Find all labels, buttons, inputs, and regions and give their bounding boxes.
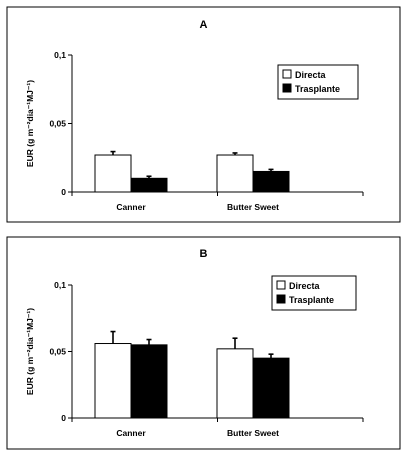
legend: Directa Trasplante <box>277 64 359 100</box>
bar-trasplante-butter-sweet <box>252 357 290 419</box>
bar-trasplante-butter-sweet <box>252 170 290 193</box>
legend-label: Directa <box>295 70 327 80</box>
x-category-label: Canner <box>116 202 146 212</box>
bar-trasplante-canner <box>130 344 168 419</box>
y-tick-label: 0 <box>61 187 66 197</box>
legend-label: Directa <box>289 281 321 291</box>
x-category-label: Butter Sweet <box>227 428 279 438</box>
legend: Directa Trasplante <box>271 275 357 311</box>
legend-swatch-trasplante <box>282 83 292 93</box>
y-tick-label: 0,05 <box>49 347 66 357</box>
bar-directa-canner <box>94 154 132 193</box>
y-tick-label: 0,05 <box>49 119 66 129</box>
legend-label: Trasplante <box>295 84 340 94</box>
bar-directa-butter-sweet <box>216 348 254 419</box>
legend-swatch-directa <box>282 69 292 79</box>
chart-panel-a: A 0 0,05 0,1 EUR (g m⁻²dia⁻¹MJ⁻¹) Canner Butte… <box>6 6 401 223</box>
y-tick-label: 0,1 <box>54 50 66 60</box>
y-tick-label: 0 <box>61 413 66 423</box>
chart-panel-b: B 0 0,05 0,1 EUR (g m⁻²dia⁻¹MJ⁻¹) Canner Butte… <box>6 236 401 450</box>
y-axis-title: EUR (g m⁻²dia⁻¹MJ⁻¹) <box>25 80 35 167</box>
legend-swatch-trasplante <box>276 294 286 304</box>
legend-frame <box>271 275 357 311</box>
y-tick-label: 0,1 <box>54 280 66 290</box>
panel-label: A <box>200 19 208 31</box>
x-category-label: Canner <box>116 428 146 438</box>
legend-swatch-directa <box>276 280 286 290</box>
bar-directa-butter-sweet <box>216 154 254 193</box>
y-axis-title: EUR (g m⁻²dia⁻¹MJ⁻¹) <box>25 308 35 395</box>
bar-trasplante-canner <box>130 177 168 193</box>
x-category-label: Butter Sweet <box>227 202 279 212</box>
bar-directa-canner <box>94 343 132 419</box>
panel-label: B <box>200 248 208 260</box>
legend-label: Trasplante <box>289 295 334 305</box>
